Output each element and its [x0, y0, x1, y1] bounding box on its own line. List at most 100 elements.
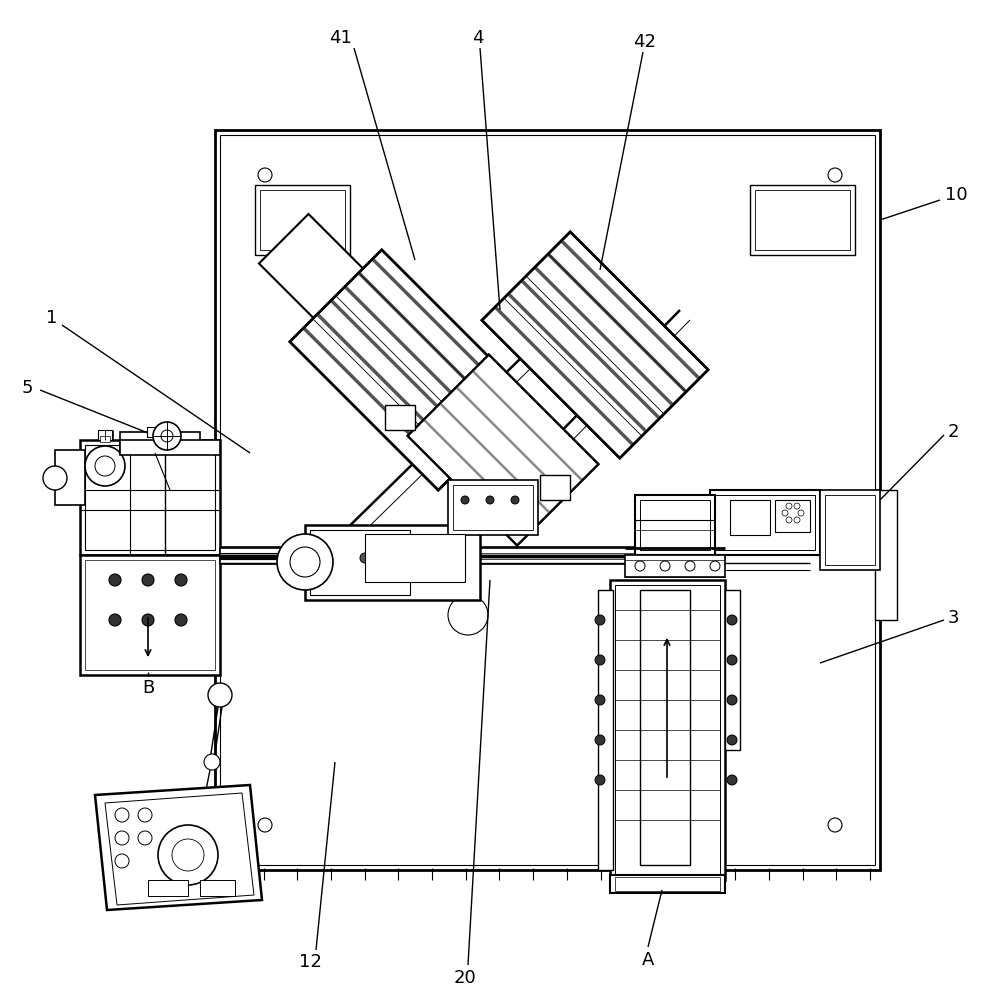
Circle shape	[109, 614, 121, 626]
Circle shape	[595, 695, 605, 705]
Bar	[710, 490, 820, 555]
Bar	[310, 530, 410, 595]
Circle shape	[595, 655, 605, 665]
Circle shape	[727, 735, 737, 745]
Text: 1: 1	[46, 309, 58, 327]
Bar	[540, 475, 570, 500]
Text: 20: 20	[454, 969, 476, 987]
Polygon shape	[482, 232, 708, 458]
Text: 12: 12	[299, 953, 321, 971]
Circle shape	[450, 553, 460, 563]
Bar	[385, 405, 415, 430]
Bar	[55, 450, 85, 505]
Bar	[220, 548, 680, 564]
Circle shape	[595, 735, 605, 745]
Bar	[635, 495, 715, 555]
Circle shape	[794, 517, 800, 523]
Text: B: B	[142, 679, 154, 697]
Bar	[85, 560, 215, 670]
Bar	[448, 480, 538, 535]
Bar	[730, 500, 770, 535]
Bar	[255, 185, 350, 255]
Bar	[120, 440, 220, 455]
Bar	[610, 580, 725, 880]
Text: A: A	[642, 951, 654, 969]
Bar	[610, 875, 725, 893]
Text: 3: 3	[948, 609, 960, 627]
Circle shape	[782, 510, 788, 516]
Bar	[598, 590, 613, 870]
Bar	[715, 495, 815, 550]
Bar	[305, 525, 480, 600]
Bar	[98, 430, 112, 440]
Bar	[80, 555, 220, 675]
Bar	[820, 490, 880, 570]
Circle shape	[95, 456, 115, 476]
Text: 10: 10	[945, 186, 968, 204]
Circle shape	[685, 561, 695, 571]
Circle shape	[710, 561, 720, 571]
Circle shape	[786, 503, 792, 509]
Bar	[120, 432, 200, 450]
Circle shape	[142, 614, 154, 626]
Bar	[775, 500, 810, 532]
Circle shape	[511, 496, 519, 504]
Bar	[215, 130, 880, 870]
Text: 41: 41	[329, 29, 351, 47]
Bar	[220, 553, 680, 559]
Bar	[615, 585, 720, 875]
Bar	[640, 500, 710, 550]
Bar	[200, 880, 235, 896]
Circle shape	[158, 825, 218, 885]
Bar	[615, 877, 720, 891]
Bar	[640, 590, 690, 865]
Bar	[750, 185, 855, 255]
Circle shape	[204, 754, 220, 770]
Text: 42: 42	[634, 33, 656, 51]
Bar	[625, 555, 725, 577]
Circle shape	[109, 574, 121, 586]
Circle shape	[43, 466, 67, 490]
Bar	[260, 190, 345, 250]
Circle shape	[635, 561, 645, 571]
Circle shape	[660, 561, 670, 571]
Polygon shape	[408, 355, 598, 545]
Circle shape	[595, 615, 605, 625]
Bar	[365, 534, 465, 582]
Circle shape	[290, 547, 320, 577]
Text: 2: 2	[948, 423, 960, 441]
Circle shape	[153, 422, 181, 450]
Circle shape	[161, 430, 173, 442]
Circle shape	[172, 839, 204, 871]
Circle shape	[798, 510, 804, 516]
Bar	[825, 495, 875, 565]
Circle shape	[727, 615, 737, 625]
Circle shape	[208, 683, 232, 707]
Circle shape	[142, 574, 154, 586]
Text: 4: 4	[472, 29, 484, 47]
Circle shape	[794, 503, 800, 509]
Circle shape	[727, 655, 737, 665]
Circle shape	[420, 553, 430, 563]
Bar	[875, 490, 897, 620]
Polygon shape	[259, 214, 411, 366]
Circle shape	[390, 553, 400, 563]
Circle shape	[727, 695, 737, 705]
Circle shape	[727, 775, 737, 785]
Polygon shape	[95, 785, 262, 910]
Circle shape	[175, 574, 187, 586]
Bar	[725, 590, 740, 750]
Polygon shape	[105, 793, 254, 905]
Circle shape	[277, 534, 333, 590]
Circle shape	[786, 517, 792, 523]
Circle shape	[595, 775, 605, 785]
Circle shape	[85, 446, 125, 486]
Bar	[100, 436, 110, 442]
Bar	[85, 445, 215, 550]
Bar	[147, 427, 172, 437]
Bar	[80, 440, 220, 555]
Bar	[453, 485, 533, 530]
Circle shape	[461, 496, 469, 504]
Bar	[755, 190, 850, 250]
Text: 5: 5	[21, 379, 33, 397]
